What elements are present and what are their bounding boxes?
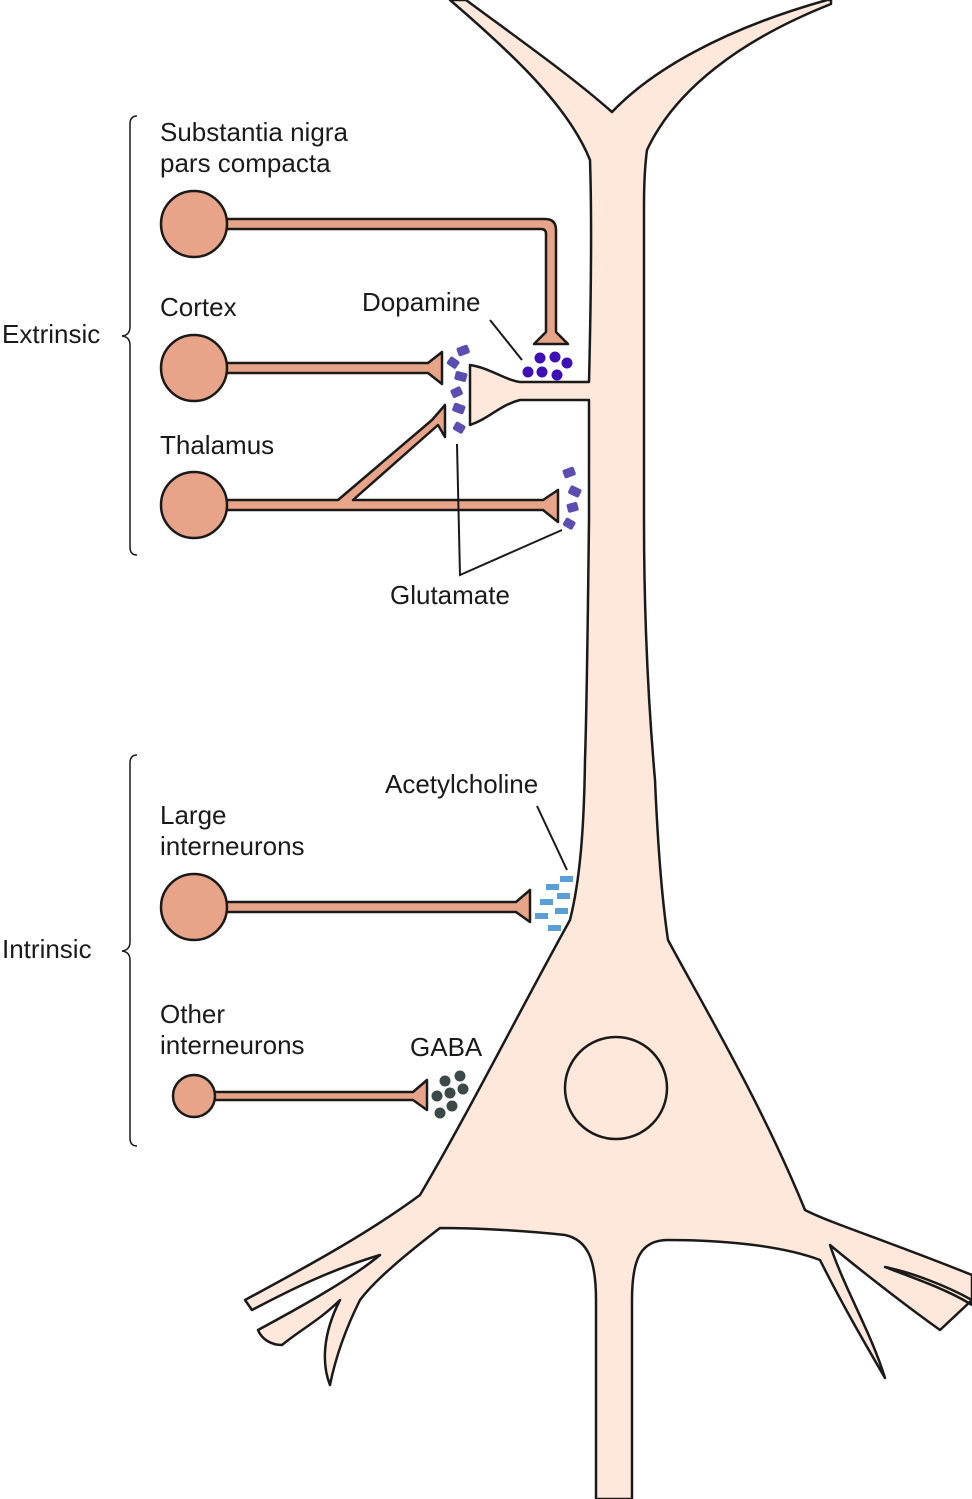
other-interneuron-axon: [212, 1078, 429, 1112]
substantia-nigra-soma: [159, 189, 229, 259]
cortex-soma: [159, 333, 229, 403]
cortex-label: Cortex: [160, 292, 237, 322]
input-neurons: [159, 189, 570, 1119]
glutamate-leader: [456, 443, 563, 577]
other-interneurons-label-line1: Other: [160, 999, 226, 1029]
gaba-molecules: [431, 1070, 469, 1119]
intrinsic-label: Intrinsic: [2, 934, 92, 964]
dopamine-leader: [489, 319, 523, 361]
cortex-axon: [224, 350, 444, 386]
acetylcholine-molecules: [535, 876, 573, 931]
extrinsic-brace: [121, 115, 138, 556]
glutamate-molecules: [446, 344, 582, 530]
extrinsic-label: Extrinsic: [2, 319, 101, 349]
other-interneuron-soma: [171, 1073, 217, 1119]
substantia-nigra-label-line2: pars compacta: [160, 148, 331, 178]
thalamus-axon: [224, 403, 560, 524]
target-neuron: [243, 0, 972, 1499]
dopamine-label: Dopamine: [362, 287, 481, 317]
acetylcholine-label: Acetylcholine: [385, 769, 539, 799]
leader-lines: [456, 319, 568, 871]
target-neuron-body: [243, 0, 972, 1499]
braces: [121, 115, 138, 1147]
large-interneurons-label-line1: Large: [160, 800, 227, 830]
dopamine-vesicles: [522, 351, 573, 381]
acetylcholine-leader: [536, 805, 568, 871]
intrinsic-brace: [121, 754, 138, 1147]
substantia-nigra-label-line1: Substantia nigra: [160, 117, 348, 147]
thalamus-soma: [159, 470, 229, 540]
gaba-label: GABA: [410, 1032, 483, 1062]
thalamus-label: Thalamus: [160, 430, 275, 460]
other-interneurons-label-line2: interneurons: [160, 1030, 305, 1060]
substantia-nigra-axon: [224, 217, 570, 346]
glutamate-label: Glutamate: [390, 580, 510, 610]
nucleus: [563, 1035, 669, 1141]
large-interneuron-axon: [224, 888, 532, 924]
large-interneurons-label-line2: interneurons: [160, 831, 305, 861]
large-interneuron-soma: [159, 872, 229, 942]
